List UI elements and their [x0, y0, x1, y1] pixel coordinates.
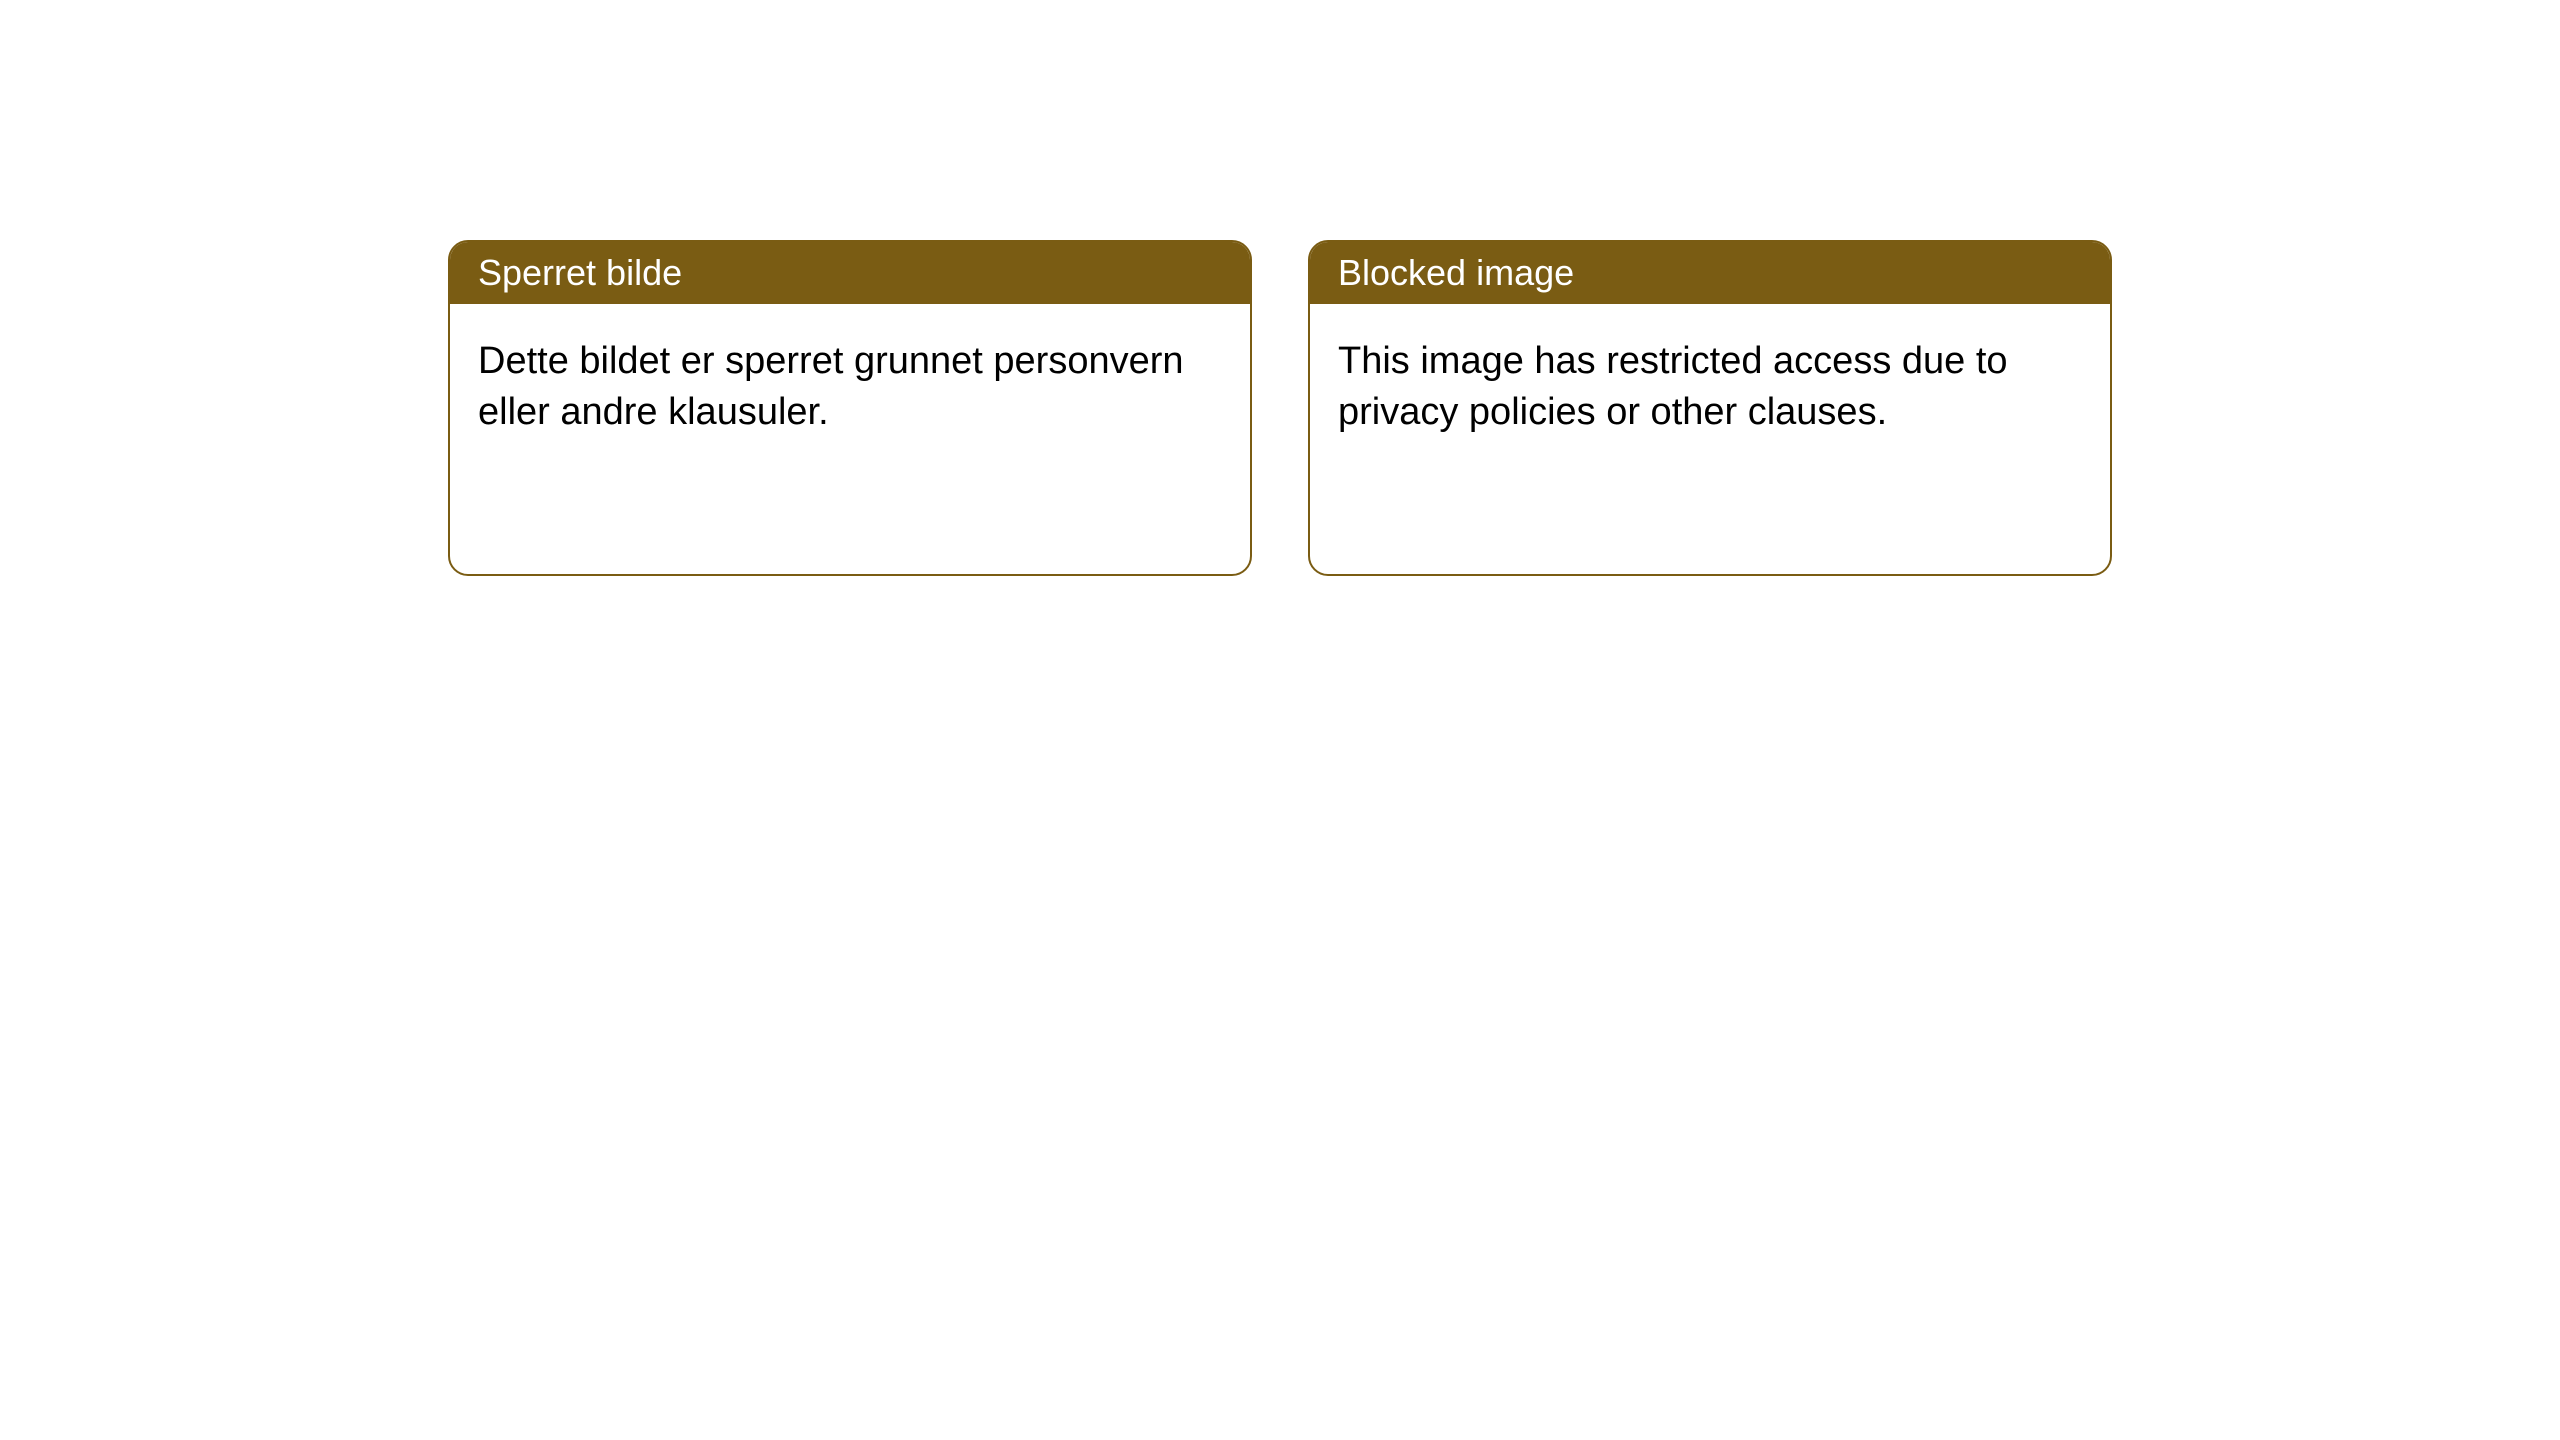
notice-body: This image has restricted access due to … [1310, 304, 2110, 574]
notice-title: Sperret bilde [478, 252, 682, 293]
notice-container: Sperret bilde Dette bildet er sperret gr… [448, 240, 2112, 576]
notice-body: Dette bildet er sperret grunnet personve… [450, 304, 1250, 574]
notice-message: This image has restricted access due to … [1338, 340, 2008, 433]
notice-message: Dette bildet er sperret grunnet personve… [478, 340, 1184, 433]
notice-header: Sperret bilde [450, 242, 1250, 304]
notice-card-english: Blocked image This image has restricted … [1308, 240, 2112, 576]
notice-header: Blocked image [1310, 242, 2110, 304]
notice-card-norwegian: Sperret bilde Dette bildet er sperret gr… [448, 240, 1252, 576]
notice-title: Blocked image [1338, 252, 1574, 293]
